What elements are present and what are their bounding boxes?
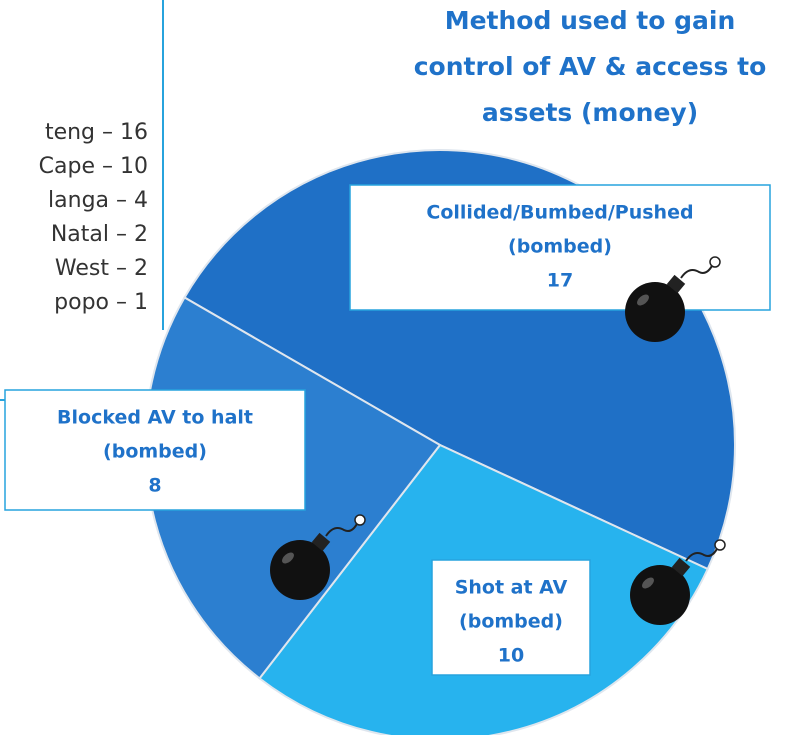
bomb-cap xyxy=(671,557,691,577)
bomb xyxy=(625,282,685,342)
label-box xyxy=(431,559,591,676)
slice-value: 17 xyxy=(547,270,573,292)
list-item: teng – 16 xyxy=(45,120,148,145)
slice-label: (bombed) xyxy=(459,611,563,633)
slice-value: 10 xyxy=(498,645,524,667)
chart-title: assets (money) xyxy=(482,98,698,127)
slice-label: Shot at AV xyxy=(455,577,568,599)
bomb xyxy=(270,540,330,600)
list-item: langa – 4 xyxy=(48,188,148,213)
bomb-cap xyxy=(311,532,331,552)
slice-label: (bombed) xyxy=(103,441,207,463)
bomb-spark xyxy=(714,539,726,551)
bomb-shine xyxy=(637,294,649,306)
bombs xyxy=(270,256,726,625)
labels: Collided/Bumbed/Pushed (bombed) 17 Shot at … xyxy=(4,184,771,676)
bomb-fuse xyxy=(685,546,719,562)
slice-label: Blocked AV to halt xyxy=(57,407,253,429)
list-item: Natal – 2 xyxy=(51,222,148,247)
bomb-fuse xyxy=(680,263,714,279)
chart-title: Method used to gain xyxy=(445,6,736,35)
bomb-shine xyxy=(282,552,294,564)
list-item: West – 2 xyxy=(55,256,148,281)
bomb xyxy=(630,565,690,625)
slice-label: Collided/Bumbed/Pushed xyxy=(426,202,693,224)
bomb-fuse xyxy=(325,521,359,537)
list-item: Cape – 10 xyxy=(39,154,148,179)
list-item: popo – 1 xyxy=(54,290,148,315)
bomb-shine xyxy=(642,577,654,589)
bomb-spark xyxy=(709,256,721,268)
bomb-spark xyxy=(354,514,366,526)
label-box xyxy=(4,389,306,511)
bomb-cap xyxy=(666,274,686,294)
slice-label: (bombed) xyxy=(508,236,612,258)
label-box xyxy=(349,184,771,311)
slice-value: 8 xyxy=(148,475,161,497)
chart-title: control of AV & access to xyxy=(414,52,767,81)
